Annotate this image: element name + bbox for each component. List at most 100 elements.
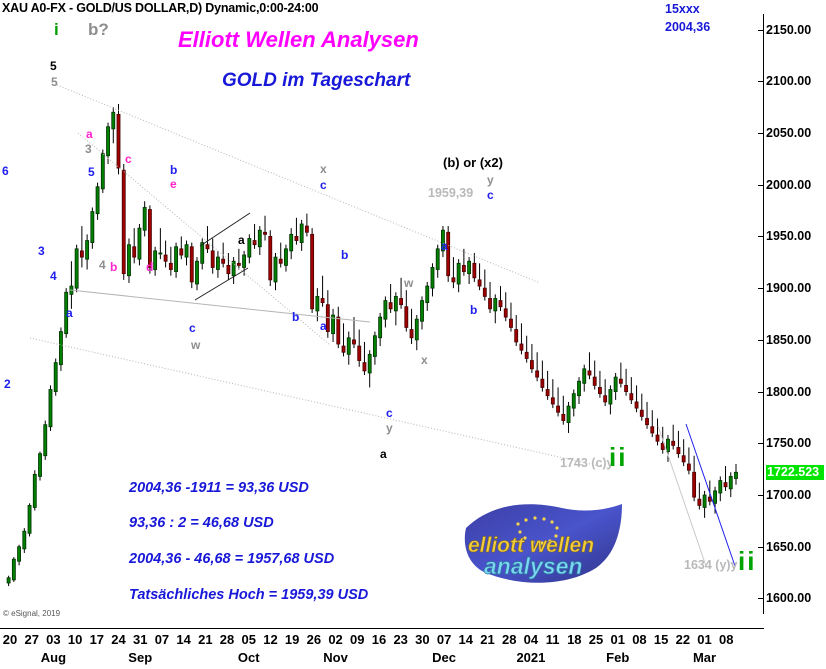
high-price-annotation: 1959,39 (428, 186, 474, 200)
price-tick-label: 2000.00 (766, 177, 812, 192)
date-tick-day: 07 (436, 632, 452, 647)
price-tick-mark (758, 339, 763, 341)
date-tick-day: 04 (523, 632, 539, 647)
date-tick-day: 27 (24, 632, 39, 647)
wave-label-x: x (421, 353, 428, 367)
date-tick-day: 30 (415, 632, 430, 647)
wave-label-c: c (125, 152, 132, 166)
date-tick-day: 01 (697, 632, 712, 647)
page-title: Elliott Wellen Analysen (178, 27, 419, 52)
price-tick-label: 1700.00 (766, 488, 812, 503)
price-axis: 2150.00 2100.00 2050.00 2000.00 1950.00 1900.… (766, 14, 826, 614)
target-label-count: 15xxx (665, 2, 700, 16)
wave-label-b: b (341, 248, 349, 262)
date-tick-month: Oct (237, 650, 260, 665)
elliott-wellen-analysen-logo: elliott wellen analysen (464, 504, 622, 583)
wave-label-a: a (320, 319, 327, 333)
svg-text:elliott wellen: elliott wellen (468, 534, 594, 557)
date-tick-month: Nov (323, 650, 348, 665)
price-tick-mark (758, 546, 763, 548)
date-tick-day: 21 (198, 632, 213, 647)
price-tick-label: 2100.00 (766, 74, 812, 89)
trendline (77, 132, 331, 346)
formula-line-1: 2004,36 -1911 = 93,36 USD (129, 480, 309, 496)
page-subtitle: GOLD im Tageschart (222, 70, 411, 91)
wave-label-w: w (404, 276, 414, 290)
wave-label-x: x (320, 162, 327, 176)
price-tick-label: 1650.00 (766, 539, 812, 554)
formula-line-3: 2004,36 - 46,68 = 1957,68 USD (129, 551, 335, 567)
wave-label-6: 6 (2, 164, 9, 178)
wave-label-y: y (487, 173, 494, 187)
price-tick-label: 1750.00 (766, 436, 812, 451)
date-tick-day: 18 (567, 632, 582, 647)
date-tick-month: 2021 (516, 650, 546, 665)
wave-label-4: 4 (99, 258, 106, 272)
trendline (199, 212, 251, 247)
date-tick-day: 14 (176, 632, 191, 647)
wave-label-b: b (470, 303, 478, 317)
candlestick-plot (6, 104, 738, 587)
date-tick-day: 25 (588, 632, 604, 647)
date-tick-day: 08 (632, 632, 647, 647)
wave-label-a: a (441, 239, 448, 253)
wave-label-w: w (191, 338, 201, 352)
price-tick-mark (758, 495, 763, 497)
date-tick-month: Feb (606, 650, 630, 665)
svg-text:analysen: analysen (484, 553, 582, 579)
low-1634-annotation: 1634 (y)y (684, 558, 738, 572)
wave-label-4: 4 (50, 269, 57, 283)
price-tick-mark (758, 598, 763, 600)
date-tick-day: 08 (719, 632, 734, 647)
price-tick-mark (758, 236, 763, 238)
date-tick-day: 28 (501, 632, 517, 647)
wave-label-5: 5 (51, 75, 58, 89)
date-tick-day: 22 (675, 632, 691, 647)
price-tick-mark (758, 132, 763, 134)
date-tick-day: 15 (653, 632, 669, 647)
date-tick-day: 21 (480, 632, 495, 647)
date-tick-day: 17 (89, 632, 105, 647)
date-tick-day: 16 (371, 632, 387, 647)
wave-label-c: c (320, 178, 327, 192)
ii-marker-1: ii (609, 442, 628, 472)
price-tick-mark (758, 391, 763, 393)
wave-label-c: c (487, 188, 494, 202)
wave-label-5: 5 (88, 165, 95, 179)
price-tick-mark (758, 443, 763, 445)
trendline (194, 267, 249, 301)
price-axis-line (763, 14, 764, 614)
date-axis-line (0, 628, 764, 629)
wave-label-2: 2 (4, 377, 11, 391)
date-tick-day: 03 (46, 632, 61, 647)
date-tick-month: Aug (40, 650, 67, 665)
wave-label-3: 3 (38, 244, 45, 258)
trendline (69, 289, 371, 323)
date-tick-day: 05 (241, 632, 256, 647)
formula-line-4: Tatsächliches Hoch = 1959,39 USD (129, 587, 369, 603)
date-tick-day: 20 (2, 632, 18, 647)
copyright-text: © eSignal, 2019 (3, 609, 61, 618)
degree-marker-i: i (54, 20, 59, 39)
low-1743-annotation: 1743 (c)y (560, 456, 614, 470)
price-tick-label: 1950.00 (766, 229, 812, 244)
wave-label-5: 5 (50, 59, 57, 73)
price-tick-label: 1900.00 (766, 281, 812, 296)
price-tick-label: 1850.00 (766, 332, 812, 347)
price-tick-mark (758, 81, 763, 83)
last-price-badge: 1722.523 (766, 464, 824, 480)
trendline-overlay (29, 84, 736, 567)
date-tick-day: 31 (132, 632, 148, 647)
degree-marker-b-question: b? (88, 20, 109, 39)
date-tick-month: Mar (692, 650, 717, 665)
price-tick-label: 2150.00 (766, 22, 812, 37)
trendline (56, 84, 541, 284)
date-tick-month: Dec (432, 650, 457, 665)
date-tick-month: Sep (128, 650, 153, 665)
date-tick-day: 12 (263, 632, 278, 647)
wave-label-a: a (238, 233, 245, 247)
price-tick-label: 1800.00 (766, 384, 812, 399)
wave-label-b: b (110, 260, 118, 274)
